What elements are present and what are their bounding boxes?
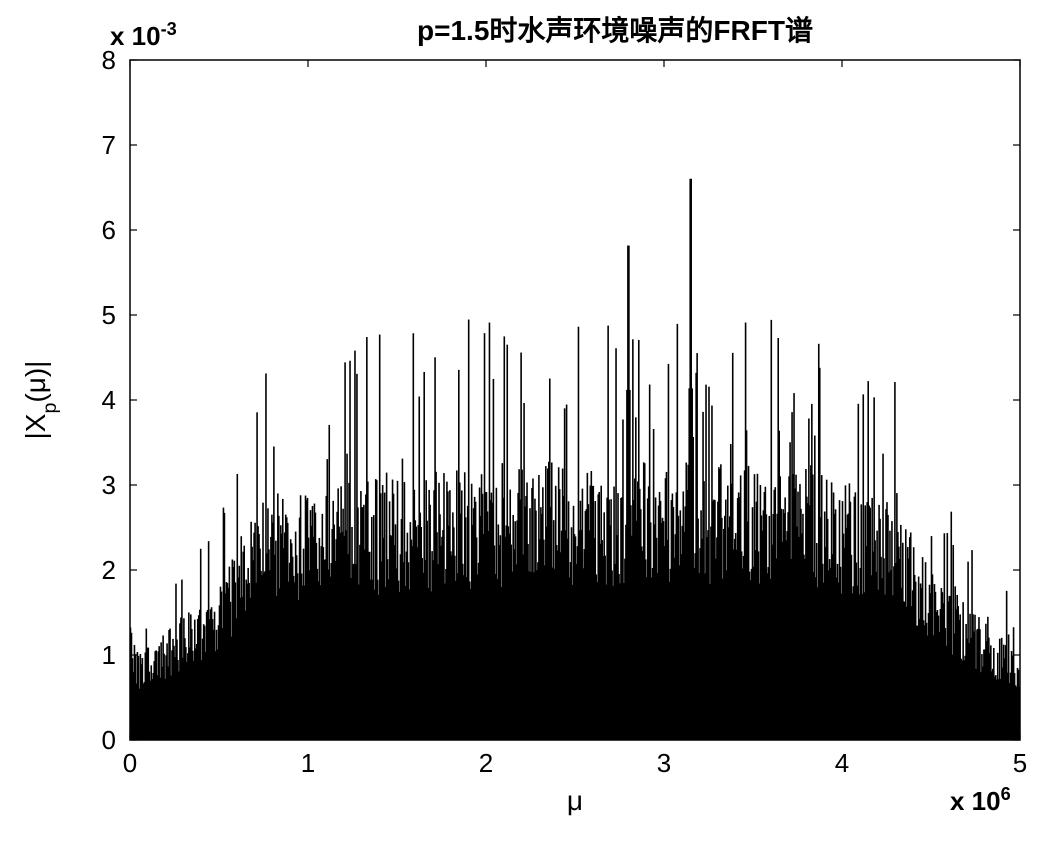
y-tick-label: 5 — [102, 300, 116, 330]
y-multiplier: x 10-3 — [110, 19, 177, 51]
y-axis-label: |Xp(μ)| — [20, 361, 61, 440]
y-tick-label: 0 — [102, 725, 116, 755]
x-tick-label: 2 — [479, 748, 493, 778]
x-tick-label: 5 — [1013, 748, 1027, 778]
frft-spectrum-chart: 012345012345678x 10-3x 106p=1.5时水声环境噪声的F… — [0, 0, 1057, 843]
x-tick-label: 0 — [123, 748, 137, 778]
y-tick-label: 1 — [102, 640, 116, 670]
x-axis-label: μ — [567, 785, 583, 816]
y-tick-label: 4 — [102, 385, 116, 415]
x-multiplier: x 106 — [950, 784, 1011, 816]
y-tick-label: 7 — [102, 130, 116, 160]
chart-title: p=1.5时水声环境噪声的FRFT谱 — [417, 14, 813, 46]
x-tick-label: 4 — [835, 748, 849, 778]
x-tick-label: 1 — [301, 748, 315, 778]
chart-container: 012345012345678x 10-3x 106p=1.5时水声环境噪声的F… — [0, 0, 1057, 843]
y-tick-label: 3 — [102, 470, 116, 500]
x-tick-label: 3 — [657, 748, 671, 778]
y-tick-label: 6 — [102, 215, 116, 245]
y-tick-label: 2 — [102, 555, 116, 585]
